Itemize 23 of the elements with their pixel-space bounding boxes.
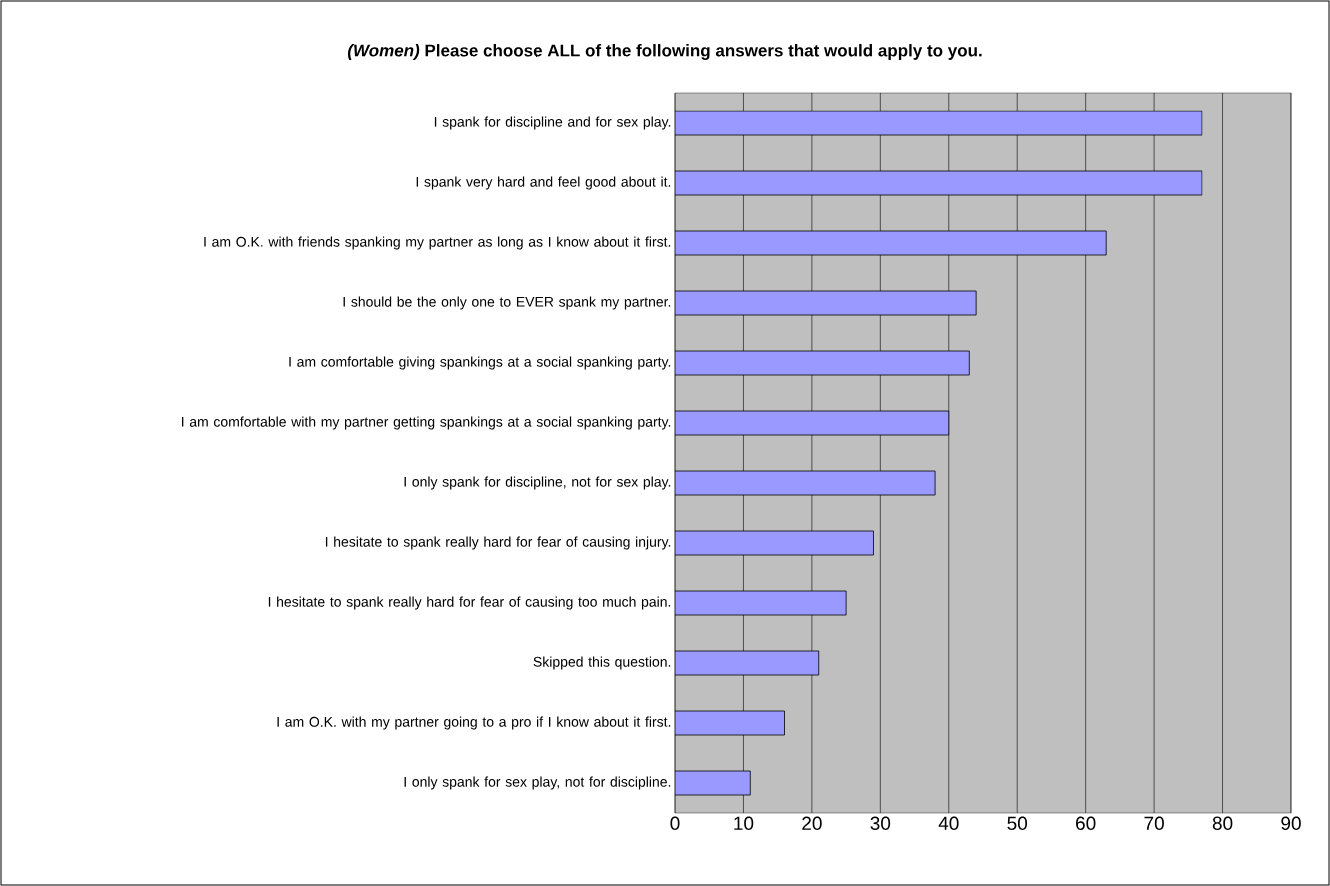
- x-tick-label: 20: [802, 816, 822, 830]
- y-tick-label: I spank very hard and feel good about it.: [416, 176, 671, 190]
- chart-title: (Women) Please choose ALL of the following answers that would apply to you.: [347, 44, 982, 60]
- x-tick-label: 90: [1281, 816, 1301, 830]
- y-tick-label: I should be the only one to EVER spank my partner.: [343, 296, 671, 310]
- y-tick-label: I am O.K. with friends spanking my partner as long as I know about it first.: [204, 236, 671, 250]
- y-tick-label: I hesitate to spank really hard for fear of causing too much pain.: [268, 596, 671, 610]
- y-tick-label: I spank for discipline and for sex play.: [434, 116, 671, 130]
- y-tick-label: Skipped this question.: [533, 656, 671, 670]
- x-tick-label: 30: [870, 816, 891, 830]
- y-tick-label: I am comfortable with my partner getting spankings at a social spanking party.: [182, 416, 671, 430]
- x-tick-label: 10: [734, 816, 754, 830]
- x-tick-label: 70: [1144, 816, 1164, 830]
- x-tick-label: 40: [938, 816, 959, 830]
- y-tick-label: I only spank for discipline, not for sex play.: [404, 476, 671, 490]
- x-tick-label: 0: [670, 816, 680, 830]
- y-tick-label: I only spank for sex play, not for discipline.: [404, 776, 671, 790]
- x-tick-label: 60: [1076, 816, 1096, 830]
- y-tick-label: I am O.K. with my partner going to a pro if I know about it first.: [277, 716, 671, 730]
- y-tick-label: I am comfortable giving spankings at a social spanking party.: [289, 356, 671, 370]
- y-tick-label: I hesitate to spank really hard for fear of causing injury.: [325, 536, 671, 550]
- x-tick-label: 50: [1007, 816, 1028, 830]
- x-tick-label: 80: [1212, 816, 1233, 830]
